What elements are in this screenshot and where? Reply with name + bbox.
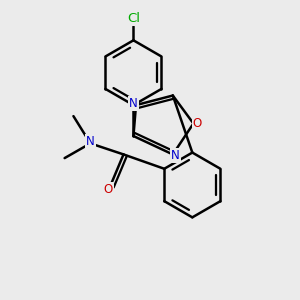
Text: Cl: Cl: [127, 12, 140, 25]
Text: O: O: [193, 117, 202, 130]
Text: N: N: [129, 97, 138, 110]
Text: O: O: [104, 183, 113, 196]
Text: N: N: [171, 149, 180, 162]
Text: N: N: [86, 135, 95, 148]
